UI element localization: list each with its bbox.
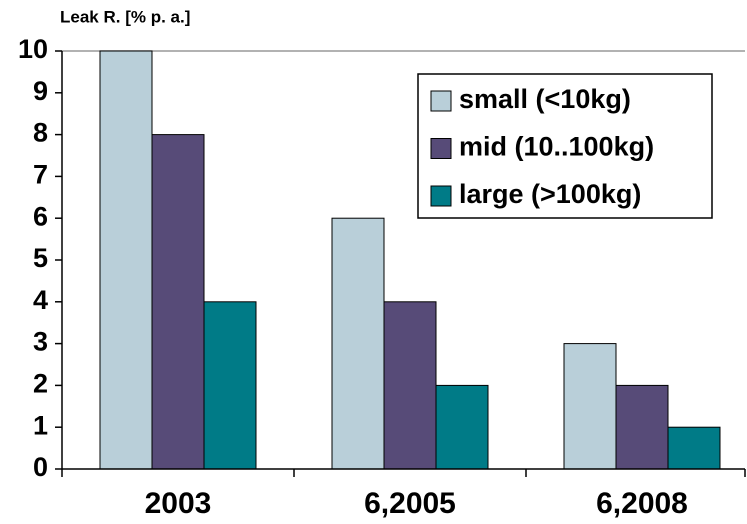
bar — [435, 384, 489, 470]
bar — [383, 301, 437, 470]
legend-box — [417, 73, 713, 219]
y-tick-label: 5 — [33, 243, 48, 273]
y-tick-label: 7 — [33, 160, 48, 190]
legend-label: small (<10kg) — [459, 84, 631, 114]
bar — [615, 384, 669, 470]
y-tick-label: 3 — [33, 327, 48, 357]
legend-swatch — [430, 185, 452, 207]
y-tick-label: 8 — [33, 118, 48, 148]
bar — [151, 134, 205, 470]
bar — [99, 50, 153, 470]
bar — [667, 426, 721, 470]
bar — [203, 301, 257, 470]
y-tick-label: 2 — [33, 369, 48, 399]
x-tick-label: 2003 — [145, 487, 212, 520]
y-tick-label: 0 — [33, 452, 48, 482]
x-tick-label: 6,2005 — [364, 487, 456, 520]
y-axis-label: Leak R. [% p. a.] — [60, 7, 190, 26]
bar — [563, 343, 617, 470]
y-tick-label: 10 — [18, 34, 48, 64]
y-tick-label: 6 — [33, 201, 48, 231]
y-tick-label: 9 — [33, 76, 48, 106]
x-tick-label: 6,2008 — [596, 487, 688, 520]
bar — [331, 217, 385, 470]
legend-label: mid (10..100kg) — [459, 132, 654, 162]
y-tick-label: 4 — [33, 285, 48, 315]
y-tick-label: 1 — [33, 410, 48, 440]
legend-swatch — [430, 138, 452, 159]
legend-swatch — [430, 90, 452, 112]
legend-label: large (>100kg) — [459, 179, 641, 209]
